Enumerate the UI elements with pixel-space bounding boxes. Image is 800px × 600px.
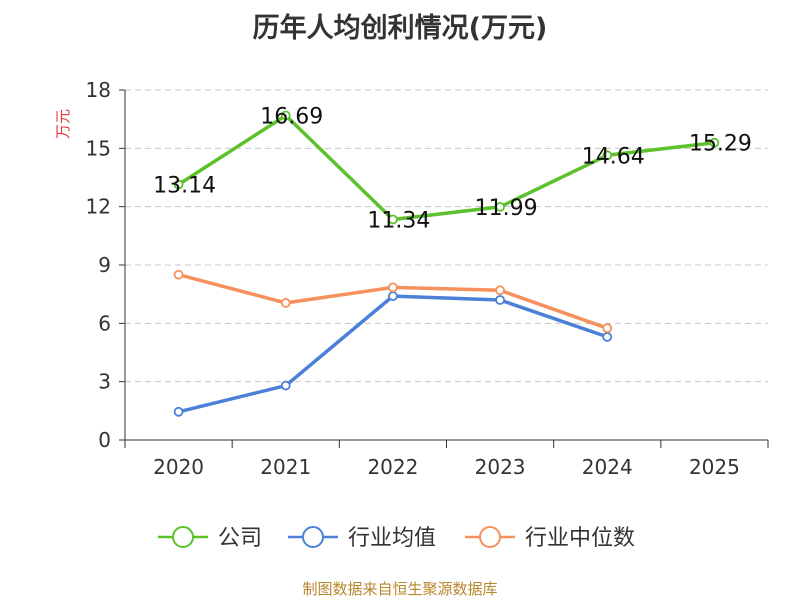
x-tick-label: 2025 [689, 455, 740, 479]
x-tick-label: 2022 [367, 455, 418, 479]
legend-marker [479, 526, 501, 548]
data-point [388, 282, 398, 293]
chart-title: 历年人均创利情况(万元) [252, 13, 548, 44]
data-point [173, 179, 184, 190]
data-point [280, 298, 291, 308]
axes: 0 3 6 9 12 15 18 2020 2021 2022 2023 2024 2025 万元 [54, 78, 769, 479]
x-tick-label: 2021 [260, 455, 311, 479]
y-tick-label: 18 [86, 78, 111, 102]
y-tick-label: 9 [98, 253, 111, 277]
data-label: 11.34 [367, 209, 430, 234]
y-tick-label: 15 [86, 136, 111, 160]
legend-label: 行业均值 [348, 526, 436, 551]
data-point [495, 201, 505, 212]
series-line-公司 [176, 113, 717, 222]
y-tick-label: 12 [86, 195, 111, 219]
data-point [388, 214, 398, 225]
data-label: 13.14 [153, 174, 216, 199]
data-point [280, 110, 291, 121]
legend-label: 公司 [218, 526, 262, 551]
data-label: 11.99 [475, 196, 538, 221]
data-label: 15.29 [689, 132, 752, 157]
y-tick-label: 0 [98, 428, 111, 452]
source-footer: 制图数据来自恒生聚源数据库 [302, 580, 498, 598]
y-tick-label: 3 [98, 370, 111, 394]
data-point [602, 150, 613, 161]
y-axis-label: 万元 [54, 109, 72, 139]
legend[interactable]: 公司 行业均值 行业中位数 [158, 526, 635, 551]
data-point [495, 285, 505, 296]
data-point [602, 332, 613, 342]
legend-marker [302, 526, 324, 548]
series-layer [173, 110, 720, 417]
data-point [388, 291, 398, 302]
data-label: 14.64 [582, 144, 645, 169]
data-point [173, 269, 184, 280]
x-tick-label: 2023 [475, 455, 526, 479]
y-tick-label: 6 [98, 311, 111, 335]
data-point [709, 137, 720, 148]
legend-label: 行业中位数 [525, 526, 635, 551]
series-line-行业均值 [176, 294, 610, 414]
legend-item-行业均值[interactable]: 行业均值 [288, 526, 436, 551]
data-label: 16.69 [260, 104, 323, 129]
legend-marker [172, 526, 194, 548]
x-tick-label: 2024 [582, 455, 633, 479]
data-point [495, 295, 505, 305]
legend-item-行业中位数[interactable]: 行业中位数 [465, 526, 635, 551]
grid-lines [125, 89, 768, 383]
data-point [280, 380, 291, 391]
x-tick-label: 2020 [153, 455, 204, 479]
legend-item-公司[interactable]: 公司 [158, 526, 262, 551]
data-point [602, 323, 613, 334]
data-point [173, 406, 184, 417]
data-labels: 13.14 16.69 11.34 11.99 14.64 15.29 [153, 104, 752, 233]
